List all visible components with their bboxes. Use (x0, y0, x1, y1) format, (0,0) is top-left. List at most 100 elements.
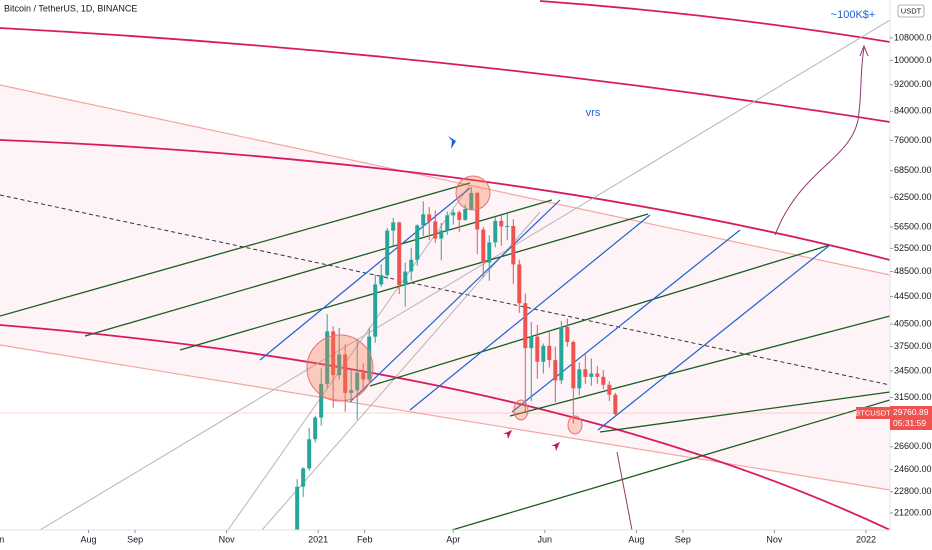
price-tag: BTCUSDT 29760.89 05:31:59 (855, 406, 932, 430)
y-tick-label: 24600.00 (894, 464, 932, 474)
candle-body (325, 331, 330, 384)
arrow-line (616, 451, 633, 530)
x-tick-label: Feb (357, 534, 373, 544)
x-tick-label: Jun (538, 534, 553, 544)
candle-body (559, 327, 564, 381)
candle-body (481, 229, 486, 263)
x-tick-label: Sep (675, 534, 691, 544)
candle-body (547, 345, 552, 361)
arrow-marker (551, 442, 560, 451)
y-tick-label: 26600.00 (894, 441, 932, 451)
y-tick-label: 34500.00 (894, 365, 932, 375)
candle-body (319, 383, 324, 418)
y-tick-label: 48500.00 (894, 266, 932, 276)
y-tick-label: 21200.00 (894, 507, 932, 517)
highlight-circle (306, 334, 374, 402)
x-tick-label: Aug (81, 534, 97, 544)
last-price: 29760.89 (893, 407, 929, 417)
x-tick-label: Nov (766, 534, 783, 544)
candle-body (577, 369, 582, 389)
x-tick-label: Nov (219, 534, 236, 544)
dashed-line (0, 194, 890, 386)
candle-body (343, 354, 348, 393)
candle-body (403, 271, 408, 286)
candle-body (475, 192, 480, 230)
y-tick-label: 40500.00 (894, 319, 932, 329)
y-tick-label: 37500.00 (894, 341, 932, 351)
y-tick-label: 22800.00 (894, 486, 932, 496)
y-tick-label: 84000.00 (894, 106, 932, 116)
candle-body (433, 221, 438, 239)
candle-body (601, 376, 606, 385)
curve-line (0, 139, 890, 261)
x-tick-label: Aug (628, 534, 644, 544)
currency-box[interactable] (897, 4, 925, 18)
candle-body (517, 264, 522, 304)
y-tick-label: 108000.00 (894, 32, 932, 42)
grey-line (39, 19, 890, 530)
chart-title: Bitcoin / TetherUS, 1D, BINANCE (4, 3, 137, 13)
green-line (84, 199, 553, 337)
highlight-circle (567, 415, 583, 435)
x-tick-label: Apr (446, 534, 460, 544)
candle-body (313, 417, 318, 440)
candle-body (541, 345, 546, 362)
candle-body (379, 275, 384, 285)
symbol-tag: BTCUSDT (855, 408, 891, 417)
candle-body (523, 303, 528, 349)
candle-body (505, 225, 510, 227)
price-tag-box (890, 406, 932, 430)
countdown: 05:31:59 (893, 418, 926, 428)
candle-body (421, 214, 426, 226)
arrow-head (859, 44, 869, 57)
candle-body (349, 390, 354, 393)
candle-body (607, 384, 612, 395)
candle-body (331, 331, 336, 376)
candle-body (367, 336, 372, 380)
candle-body (295, 486, 300, 530)
arrow-marker (503, 430, 512, 439)
green-line (369, 244, 831, 387)
currency-label: USDT (901, 6, 922, 15)
blue-line (349, 199, 561, 403)
x-tick-label: 2022 (856, 534, 876, 544)
curve-line (0, 27, 890, 123)
candle-body (361, 372, 366, 380)
time-axis: Jun Aug Sep Nov 2021 Feb Apr Jun Aug Sep Nov 2022 (0, 530, 876, 544)
candle-body (553, 360, 558, 381)
candle-body (529, 336, 534, 349)
candle-body (589, 373, 594, 377)
candle-body (445, 215, 450, 231)
blue-line (597, 244, 831, 431)
price-axis: 108000.00 100000.00 92000.00 84000.00 76000.… (890, 32, 932, 517)
candle-body (397, 222, 402, 286)
candle-body (463, 208, 468, 220)
y-tick-label: 52500.00 (894, 243, 932, 253)
candle-body (391, 222, 396, 231)
y-tick-label: 62500.00 (894, 192, 932, 202)
annotation: ~100K$+ (831, 9, 876, 21)
candle-body (583, 369, 588, 377)
candle-body (415, 225, 420, 260)
grey-line (227, 184, 471, 530)
curve-line (539, 0, 890, 43)
y-tick-label: 100000.00 (894, 55, 932, 65)
y-tick-label: 56500.00 (894, 221, 932, 231)
candle-body (487, 242, 492, 263)
candle-body (451, 212, 456, 216)
highlight-circle (513, 399, 529, 421)
candle-body (613, 394, 618, 415)
y-tick-label: 76000.00 (894, 135, 932, 145)
blue-line (409, 214, 651, 411)
candle-body (427, 214, 432, 222)
y-tick-label: 31500.00 (894, 392, 932, 402)
green-line (451, 399, 890, 530)
candle-body (469, 192, 474, 209)
curve-line (0, 324, 890, 530)
candle-body (373, 284, 378, 337)
candle-body (511, 225, 516, 265)
candle-body (493, 220, 498, 243)
candle-body (571, 341, 576, 389)
arrow-marker (448, 136, 456, 149)
